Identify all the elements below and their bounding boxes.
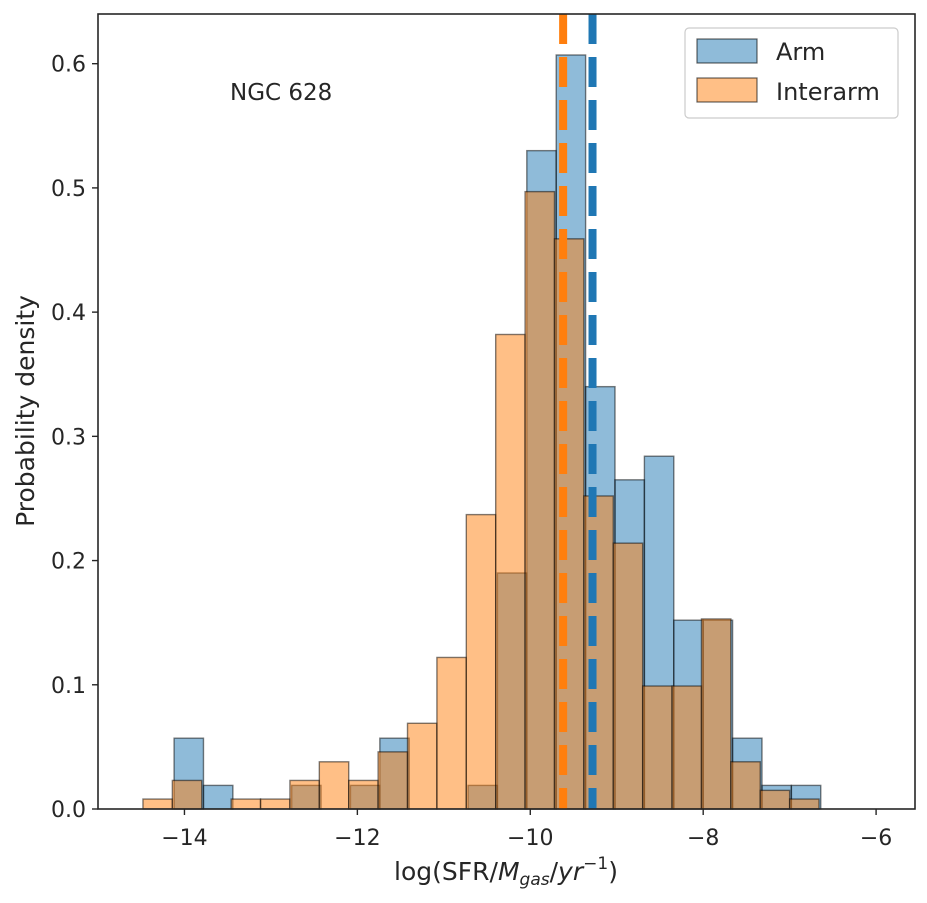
- interarm-bar: [671, 685, 703, 810]
- interarm-bar: [259, 798, 291, 810]
- x-axis-ticks: −14 −12 −10 −8 −6: [161, 809, 892, 851]
- interarm-bar: [641, 685, 673, 810]
- x-tick-label: −10: [507, 826, 553, 851]
- x-tick-label: −8: [687, 826, 719, 851]
- interarm-bar: [436, 656, 467, 810]
- histogram-bars: [142, 54, 822, 810]
- y-axis-label: Probability density: [11, 295, 40, 527]
- y-tick-label: 0.2: [51, 550, 86, 575]
- legend: Arm Interarm: [684, 27, 899, 119]
- interarm-bar: [230, 798, 262, 810]
- galaxy-annotation: NGC 628: [230, 80, 332, 106]
- interarm-bar: [524, 190, 556, 810]
- interarm-bar: [759, 789, 791, 810]
- y-tick-label: 0.6: [51, 53, 86, 78]
- x-tick-label: −14: [161, 826, 207, 851]
- median-lines: [559, 14, 597, 809]
- interarm-bar: [730, 761, 761, 810]
- interarm-bar: [377, 751, 409, 810]
- interarm-bar: [406, 722, 438, 810]
- y-tick-label: 0.0: [51, 798, 86, 823]
- legend-swatch-interarm: [696, 77, 758, 103]
- x-tick-label: −12: [334, 826, 380, 851]
- arm-bar: [202, 784, 234, 810]
- x-axis-label: log(SFR/Mgas/yr−1): [394, 854, 618, 890]
- legend-label-interarm: Interarm: [776, 78, 880, 106]
- y-tick-label: 0.1: [51, 674, 86, 699]
- x-tick-label: −6: [860, 826, 892, 851]
- interarm-bar: [318, 761, 350, 810]
- y-tick-label: 0.4: [51, 301, 86, 326]
- interarm-bar: [142, 798, 174, 810]
- y-tick-label: 0.3: [51, 425, 86, 450]
- interarm-bar: [465, 513, 497, 810]
- interarm-bar: [700, 618, 732, 810]
- interarm-bar: [171, 779, 203, 810]
- legend-label-arm: Arm: [776, 38, 825, 66]
- interarm-bar: [788, 798, 820, 810]
- y-axis-ticks: 0.0 0.1 0.2 0.3 0.4 0.5 0.6: [51, 53, 98, 823]
- interarm-bar: [612, 542, 644, 810]
- interarm-bar: [553, 238, 585, 810]
- interarm-bar: [583, 495, 614, 810]
- y-tick-label: 0.5: [51, 177, 86, 202]
- legend-swatch-arm: [696, 38, 758, 64]
- interarm-bar: [289, 779, 321, 810]
- plot-frame: [97, 13, 916, 810]
- interarm-bar: [348, 779, 379, 810]
- interarm-bar: [494, 333, 526, 810]
